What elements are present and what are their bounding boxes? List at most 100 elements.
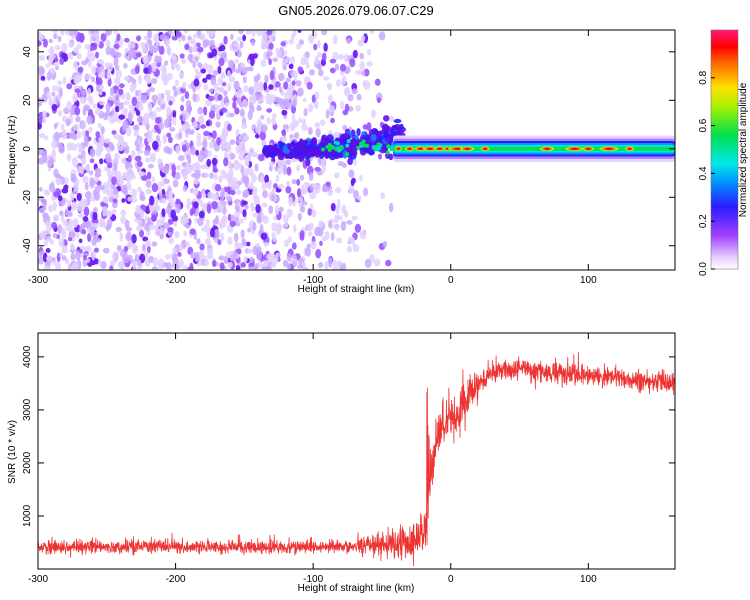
noise-speckle <box>356 93 362 101</box>
noise-speckle <box>110 49 117 57</box>
noise-speckle <box>311 209 317 218</box>
noise-speckle <box>205 120 210 127</box>
ridge-speckle <box>265 145 272 153</box>
noise-speckle <box>200 68 207 74</box>
signal-hotspot <box>483 147 487 150</box>
noise-speckle <box>141 45 147 54</box>
signal-hotspot <box>454 147 462 150</box>
noise-speckle <box>245 30 253 35</box>
noise-speckle <box>359 175 363 182</box>
noise-speckle <box>299 230 305 238</box>
noise-speckle <box>219 191 225 202</box>
noise-speckle <box>323 42 328 52</box>
noise-speckle <box>277 183 285 190</box>
noise-speckle <box>38 66 45 76</box>
noise-speckle <box>146 89 150 97</box>
noise-speckle <box>303 182 310 187</box>
noise-speckle <box>277 167 283 175</box>
noise-speckle <box>168 136 173 144</box>
noise-speckle <box>286 208 293 218</box>
noise-speckle <box>316 63 322 70</box>
noise-speckle <box>55 65 59 71</box>
noise-speckle <box>307 126 313 136</box>
noise-speckle <box>242 99 249 109</box>
noise-speckle <box>155 106 162 112</box>
noise-speckle <box>113 56 119 67</box>
noise-speckle <box>215 231 220 240</box>
noise-speckle <box>259 176 266 183</box>
noise-speckle <box>227 236 233 245</box>
noise-speckle <box>346 220 353 225</box>
noise-speckle <box>299 174 305 181</box>
y-tick-label: 2000 <box>22 451 33 474</box>
noise-speckle <box>158 161 164 171</box>
noise-speckle <box>88 126 93 133</box>
snr-background <box>38 333 675 569</box>
noise-speckle <box>174 231 180 239</box>
noise-speckle <box>259 131 267 141</box>
noise-speckle <box>343 54 349 63</box>
noise-speckle <box>227 82 232 92</box>
noise-speckle <box>84 73 91 81</box>
noise-speckle <box>243 85 249 93</box>
noise-speckle <box>234 204 239 211</box>
noise-speckle <box>51 148 56 159</box>
noise-speckle <box>58 144 65 154</box>
noise-speckle <box>122 120 129 130</box>
noise-speckle <box>251 39 255 47</box>
noise-speckle <box>132 83 137 89</box>
noise-speckle <box>71 200 77 211</box>
snr-frame <box>37 332 676 570</box>
noise-speckle <box>189 228 196 235</box>
noise-speckle <box>228 112 235 118</box>
noise-speckle <box>165 39 170 48</box>
noise-speckle <box>282 165 287 176</box>
noise-speckle <box>106 178 112 189</box>
noise-speckle <box>48 182 55 193</box>
noise-speckle <box>245 241 251 247</box>
noise-speckle <box>144 157 151 163</box>
noise-speckle <box>260 114 265 120</box>
noise-speckle <box>81 60 88 66</box>
noise-speckle <box>328 257 333 268</box>
noise-speckle <box>80 89 87 96</box>
noise-speckle <box>55 173 61 179</box>
noise-speckle <box>136 115 144 124</box>
noise-speckle <box>68 41 74 48</box>
noise-speckle <box>165 206 171 215</box>
noise-speckle <box>346 37 351 45</box>
noise-speckle <box>67 218 74 228</box>
noise-speckle <box>98 259 102 267</box>
noise-speckle <box>142 55 149 64</box>
noise-speckle <box>254 163 259 172</box>
signal-hotspot <box>464 147 470 150</box>
noise-speckle <box>163 146 171 154</box>
noise-speckle <box>123 76 130 82</box>
noise-speckle <box>95 237 101 243</box>
noise-speckle <box>163 118 171 129</box>
noise-speckle <box>376 97 381 104</box>
colorbar-tick-label: 0.0 <box>698 262 709 276</box>
noise-speckle <box>261 202 268 208</box>
noise-speckle <box>74 106 81 116</box>
noise-speckle <box>126 241 132 250</box>
noise-speckle <box>62 219 69 226</box>
noise-speckle <box>109 265 114 270</box>
noise-speckle <box>158 45 165 55</box>
noise-speckle <box>116 245 122 251</box>
noise-speckle <box>363 187 369 197</box>
noise-speckle <box>115 105 120 113</box>
noise-speckle <box>271 254 279 265</box>
noise-speckle <box>113 133 120 140</box>
noise-speckle <box>98 136 103 143</box>
noise-speckle <box>282 124 289 130</box>
noise-speckle <box>151 266 159 270</box>
noise-speckle <box>341 75 347 86</box>
noise-speckle <box>102 210 107 217</box>
noise-speckle <box>210 76 217 86</box>
noise-speckle <box>318 220 324 228</box>
noise-speckle <box>261 40 268 49</box>
noise-speckle <box>238 30 244 35</box>
noise-speckle <box>196 132 201 142</box>
